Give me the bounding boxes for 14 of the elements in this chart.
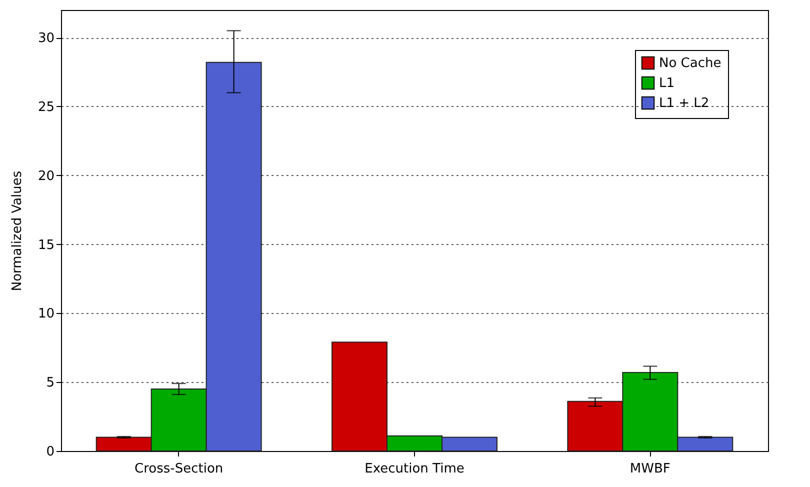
y-tick-label: 30 xyxy=(38,31,54,46)
y-tick-label: 20 xyxy=(38,168,54,184)
y-axis-title: Normalized Values xyxy=(10,170,25,292)
x-tick-label: MWBF xyxy=(630,462,670,476)
x-tick-label: Cross-Section xyxy=(134,462,224,476)
legend-label: L1 xyxy=(659,76,675,91)
legend-label: L1 + L2 xyxy=(659,96,710,111)
y-tick-label: 25 xyxy=(38,100,54,115)
y-tick-label: 5 xyxy=(46,376,54,391)
y-tick-label: 0 xyxy=(46,444,54,460)
y-tick-label: 15 xyxy=(38,238,54,253)
y-tick-label: 10 xyxy=(38,306,54,322)
x-tick-label: Execution Time xyxy=(364,462,464,476)
legend-label: No Cache xyxy=(659,56,722,71)
